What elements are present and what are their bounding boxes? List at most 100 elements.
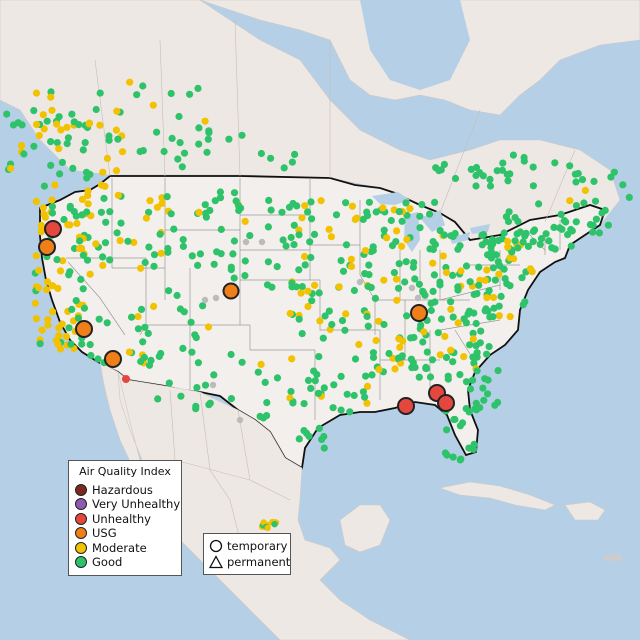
station-marker[interactable] <box>56 267 65 275</box>
station-marker[interactable] <box>470 445 478 453</box>
station-marker[interactable] <box>374 317 383 325</box>
station-marker[interactable] <box>409 359 417 367</box>
station-marker[interactable] <box>66 268 74 276</box>
station-marker[interactable] <box>97 208 105 216</box>
station-marker[interactable] <box>264 258 272 266</box>
station-marker[interactable] <box>359 388 367 396</box>
station-marker[interactable] <box>41 213 50 221</box>
station-marker[interactable] <box>301 261 309 269</box>
station-marker[interactable] <box>290 241 298 249</box>
station-marker[interactable] <box>497 292 505 300</box>
station-marker[interactable] <box>500 229 508 237</box>
station-marker[interactable] <box>136 147 144 156</box>
station-marker[interactable] <box>43 117 51 125</box>
station-marker[interactable] <box>365 198 373 206</box>
station-marker[interactable] <box>572 218 580 226</box>
station-marker[interactable] <box>380 226 388 234</box>
station-marker[interactable] <box>475 263 483 271</box>
station-marker[interactable] <box>79 251 87 259</box>
station-marker[interactable] <box>511 214 519 222</box>
station-marker[interactable] <box>509 151 517 159</box>
station-marker[interactable] <box>254 368 262 376</box>
station-marker[interactable] <box>401 278 409 286</box>
station-marker[interactable] <box>342 241 351 249</box>
station-marker[interactable] <box>451 174 460 183</box>
station-marker[interactable] <box>434 329 442 337</box>
station-marker[interactable] <box>175 112 183 121</box>
station-marker[interactable] <box>493 167 501 175</box>
station-marker[interactable] <box>363 312 371 320</box>
station-marker[interactable] <box>193 384 201 392</box>
station-marker[interactable] <box>470 359 478 367</box>
station-marker[interactable] <box>351 355 360 363</box>
station-marker[interactable] <box>203 148 211 156</box>
station-marker[interactable] <box>59 257 67 265</box>
station-marker[interactable] <box>73 219 81 228</box>
station-marker[interactable] <box>53 139 61 147</box>
usg-station[interactable] <box>410 304 428 322</box>
station-marker[interactable] <box>429 245 437 254</box>
station-marker[interactable] <box>503 280 511 288</box>
station-marker[interactable] <box>230 237 238 245</box>
station-marker[interactable] <box>341 326 349 334</box>
station-marker[interactable] <box>48 209 57 217</box>
station-marker[interactable] <box>610 168 619 176</box>
station-marker[interactable] <box>389 354 397 362</box>
station-marker[interactable] <box>227 395 235 403</box>
station-marker[interactable] <box>449 313 457 321</box>
station-marker[interactable] <box>462 262 471 270</box>
station-marker[interactable] <box>149 101 157 109</box>
station-marker[interactable] <box>315 353 323 361</box>
station-marker[interactable] <box>195 208 203 216</box>
station-marker[interactable] <box>506 313 514 321</box>
station-marker[interactable] <box>581 186 590 194</box>
station-marker[interactable] <box>63 140 71 148</box>
station-marker[interactable] <box>476 169 484 177</box>
station-marker[interactable] <box>304 287 312 295</box>
station-marker[interactable] <box>483 350 491 358</box>
station-marker[interactable] <box>488 252 496 260</box>
station-marker[interactable] <box>3 110 11 118</box>
station-marker[interactable] <box>442 268 451 277</box>
station-marker[interactable] <box>77 275 85 283</box>
station-marker[interactable] <box>86 341 94 349</box>
station-marker[interactable] <box>177 392 185 400</box>
station-marker[interactable] <box>14 119 22 127</box>
station-marker[interactable] <box>475 281 483 289</box>
station-marker[interactable] <box>562 218 570 226</box>
station-marker[interactable] <box>206 399 214 407</box>
station-marker[interactable] <box>43 278 52 286</box>
station-marker[interactable] <box>156 230 164 238</box>
station-marker[interactable] <box>67 340 75 348</box>
station-marker[interactable] <box>466 341 474 349</box>
station-marker[interactable] <box>30 107 38 115</box>
station-marker[interactable] <box>32 197 40 205</box>
station-marker[interactable] <box>589 228 597 236</box>
station-marker[interactable] <box>325 307 333 315</box>
station-marker[interactable] <box>371 294 379 302</box>
station-marker[interactable] <box>141 323 149 331</box>
station-marker[interactable] <box>337 257 345 265</box>
station-marker[interactable] <box>590 177 598 185</box>
station-marker[interactable] <box>449 271 457 279</box>
station-marker[interactable] <box>330 381 338 389</box>
station-marker[interactable] <box>522 229 530 237</box>
station-marker[interactable] <box>298 283 306 291</box>
station-marker[interactable] <box>329 404 337 412</box>
station-marker[interactable] <box>76 237 84 245</box>
station-marker[interactable] <box>298 330 306 338</box>
station-marker[interactable] <box>325 225 333 233</box>
station-marker[interactable] <box>53 256 61 264</box>
station-marker[interactable] <box>311 377 319 385</box>
station-marker[interactable] <box>395 335 403 343</box>
station-marker[interactable] <box>423 348 431 356</box>
station-marker[interactable] <box>39 111 47 119</box>
station-marker[interactable] <box>147 356 155 364</box>
station-marker[interactable] <box>362 372 370 380</box>
station-marker[interactable] <box>102 218 110 226</box>
station-marker[interactable] <box>103 319 111 327</box>
station-marker[interactable] <box>106 208 114 216</box>
station-marker[interactable] <box>506 170 514 178</box>
station-marker[interactable] <box>86 270 94 278</box>
station-marker[interactable] <box>213 248 221 256</box>
